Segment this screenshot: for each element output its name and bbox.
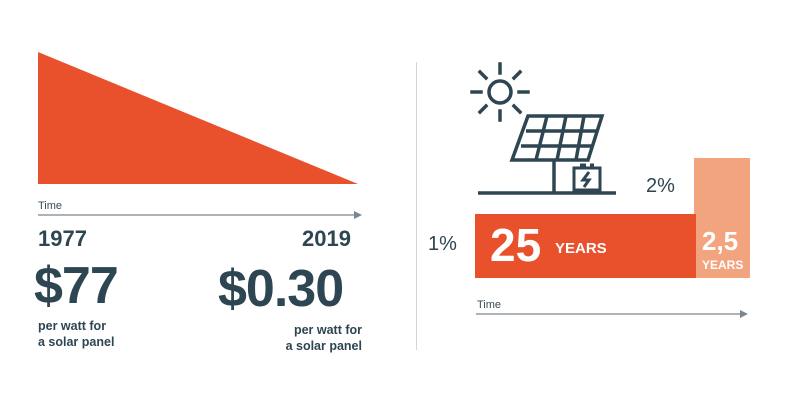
end-unit-line2: a solar panel [285, 339, 362, 353]
low-rate-label: 1% [428, 233, 457, 255]
orange-bar-long [475, 214, 696, 278]
end-price: $0.30 [218, 260, 344, 318]
price-decline-chart [38, 52, 362, 219]
start-unit-line2: a solar panel [38, 335, 115, 349]
right-time-axis-label: Time [477, 299, 502, 311]
left-time-axis-label: Time [38, 200, 63, 212]
solar-panel-icon [470, 62, 616, 195]
end-unit-line1: per watt for [293, 323, 362, 337]
short-duration-unit: YEARS [702, 258, 744, 272]
start-year: 1977 [38, 226, 87, 251]
long-duration-value: 25 [490, 219, 542, 271]
start-price: $77 [34, 257, 119, 315]
light-bar-tall [694, 158, 750, 278]
end-price-unit: per watt for a solar panel [262, 322, 362, 354]
time-axis-arrowhead [354, 211, 362, 219]
panel-divider [416, 62, 417, 350]
battery-icon [572, 163, 602, 192]
start-price-unit: per watt for a solar panel [38, 318, 114, 350]
sun-icon [470, 62, 530, 122]
end-year: 2019 [302, 226, 351, 251]
right-time-axis [476, 310, 748, 318]
start-unit-line1: per watt for [38, 319, 107, 333]
high-rate-label: 2% [646, 175, 675, 197]
long-duration-unit: YEARS [555, 240, 607, 257]
short-duration-value: 2,5 [702, 226, 739, 256]
price-decline-wedge [38, 52, 358, 184]
